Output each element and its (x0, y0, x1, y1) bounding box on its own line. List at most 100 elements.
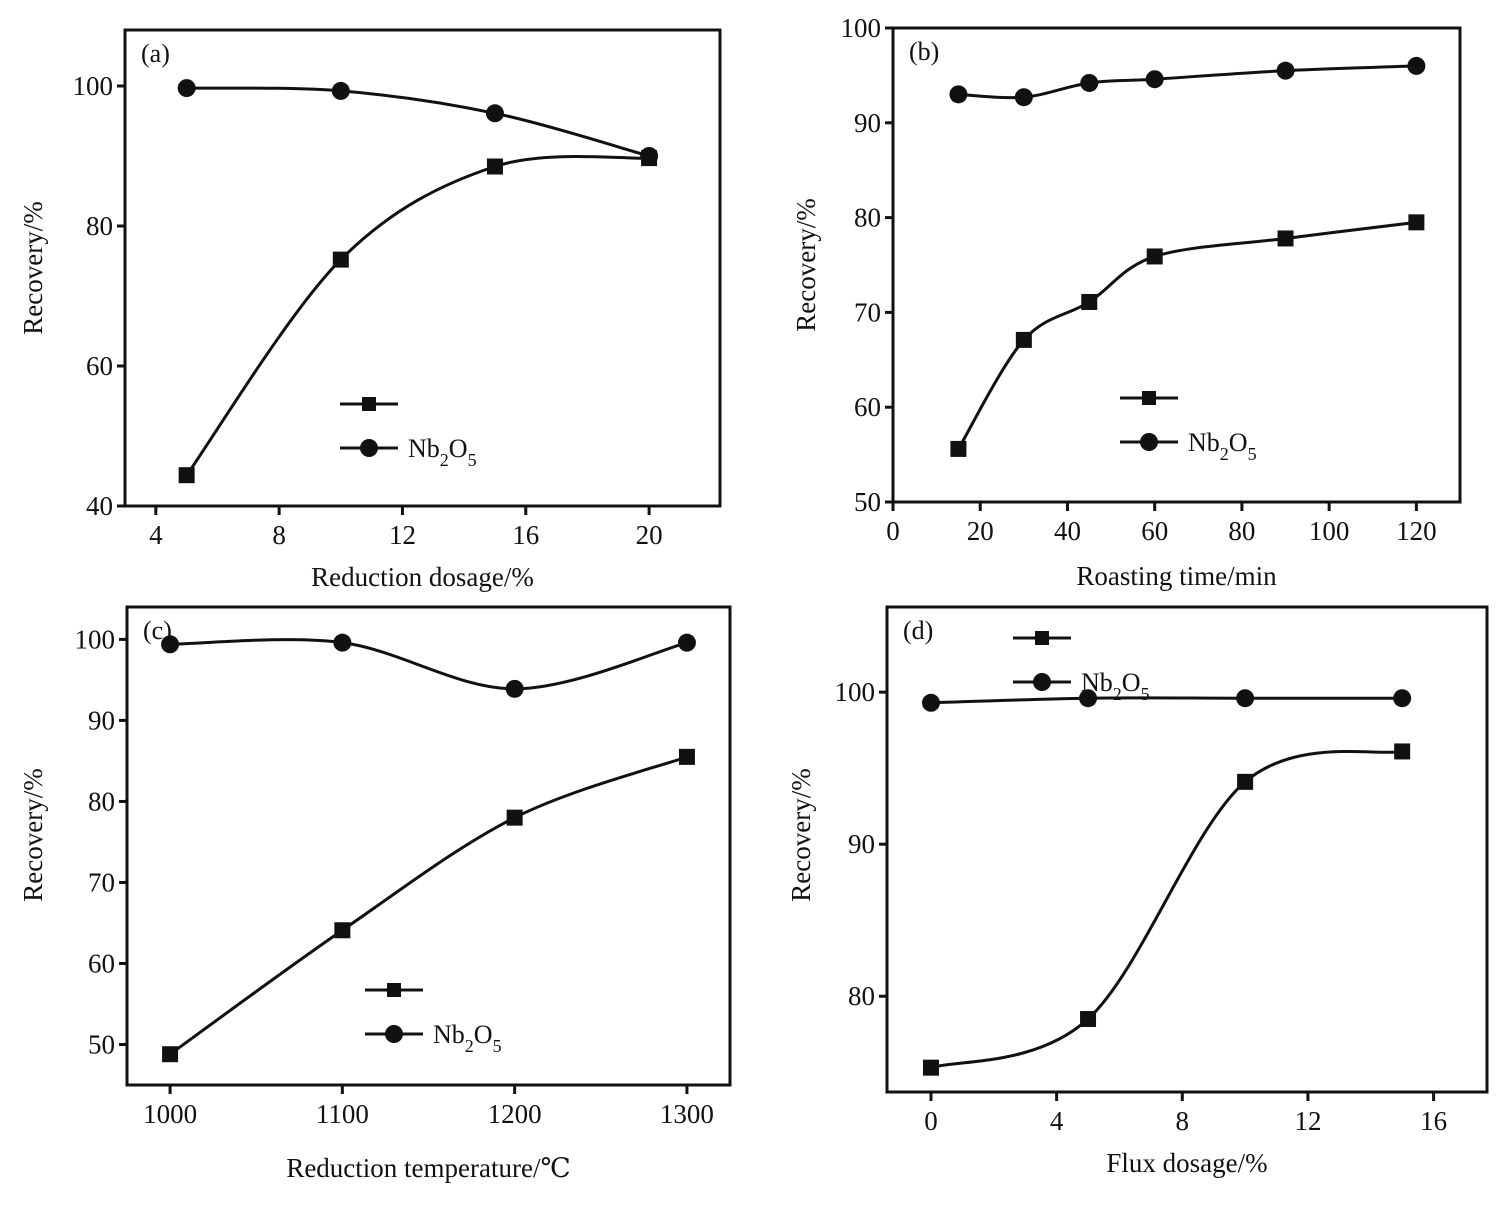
legend-label-part-nb_sub1: 2 (465, 1036, 474, 1056)
data-point-nb2o5 (331, 81, 350, 100)
y-axis-label: Recovery/% (18, 201, 48, 334)
plot-frame (885, 605, 1489, 1094)
data-point-nb2o5 (161, 635, 180, 654)
y-tick-label: 90 (848, 829, 875, 859)
data-point-tfe (1081, 293, 1098, 310)
data-point-nb2o5 (949, 85, 968, 104)
panel-label: (a) (141, 39, 170, 68)
data-point-nb2o5 (1080, 73, 1099, 92)
y-tick-label: 70 (854, 297, 881, 327)
x-tick-label: 12 (1294, 1106, 1321, 1136)
series-line-tfe (957, 220, 1417, 450)
series-line-tfe (930, 749, 1403, 1070)
legend-label-part-nb_sub2: 5 (1141, 684, 1150, 704)
data-point-tfe (1015, 331, 1032, 348)
legend-label-part-nb_mid: O (474, 1020, 493, 1049)
legend-marker-square (1142, 391, 1156, 405)
legend-label-part-nb_sub2: 5 (468, 450, 477, 470)
y-tick-label: 40 (86, 491, 113, 521)
x-tick-label: 1300 (660, 1099, 714, 1129)
data-point-tfe (162, 1046, 179, 1063)
data-point-tfe (1408, 214, 1425, 231)
x-tick-label: 120 (1396, 516, 1437, 546)
y-axis-label: Recovery/% (791, 198, 821, 331)
x-tick-label: 1100 (316, 1099, 369, 1129)
data-point-tfe (1146, 248, 1163, 265)
legend-label-part-nb_sub1: 2 (1113, 684, 1122, 704)
x-tick-label: 1200 (488, 1099, 542, 1129)
y-tick-label: 100 (835, 677, 876, 707)
data-point-nb2o5 (1236, 689, 1255, 708)
x-axis-label: Reduction dosage/% (311, 562, 534, 592)
series-line-tfe (185, 154, 650, 477)
data-point-nb2o5 (1079, 689, 1098, 708)
data-point-nb2o5 (640, 147, 659, 165)
legend-label-part-nb_sub1: 2 (440, 450, 449, 470)
x-tick-label: 60 (1141, 516, 1168, 546)
data-point-tfe (950, 440, 967, 457)
series-line-nb2o5 (930, 696, 1403, 705)
x-tick-label: 8 (272, 520, 286, 550)
series-line-nb2o5 (170, 638, 688, 691)
series-line-tfe (169, 755, 688, 1056)
x-tick-label: 0 (886, 516, 900, 546)
legend-label-part-nb_sub1: 2 (1220, 444, 1229, 464)
data-point-tfe (678, 748, 695, 765)
data-point-tfe (1237, 773, 1254, 790)
x-tick-label: 1000 (143, 1099, 197, 1129)
x-tick-label: 8 (1176, 1106, 1190, 1136)
x-axis-label: Roasting time/min (1076, 561, 1277, 591)
legend-marker-square (1035, 631, 1049, 645)
plot-frame (123, 28, 722, 508)
legend-label-part-nb_mid: O (1122, 668, 1141, 697)
legend-label-part-nb_sub2: 5 (1248, 444, 1257, 464)
legend-marker-square (362, 397, 376, 411)
legend-marker-circle (1140, 433, 1158, 451)
y-tick-label: 80 (86, 211, 113, 241)
data-point-tfe (506, 809, 523, 826)
data-point-nb2o5 (1276, 61, 1295, 80)
legend-label-nb2o5: Nb2O5 (433, 1020, 502, 1056)
panel-c: 50 60 70 80 90 100 1000 1100 1200 1300 Reduction t… (18, 605, 732, 1183)
y-tick-label: 80 (854, 203, 881, 233)
legend-label-part-nb_mid: O (1229, 428, 1248, 457)
data-point-nb2o5 (485, 104, 504, 123)
y-tick-label: 60 (854, 392, 881, 422)
legend-label-part-nb_main: Nb (1188, 428, 1220, 457)
x-tick-label: 16 (1420, 1106, 1447, 1136)
legend-label-part-nb_main: Nb (1081, 668, 1113, 697)
legend-marker-circle (385, 1025, 403, 1043)
legend-marker-square (387, 983, 401, 997)
x-tick-label: 4 (149, 520, 163, 550)
y-tick-label: 100 (73, 71, 114, 101)
data-point-tfe (1394, 743, 1411, 760)
legend-label-part-nb_sub2: 5 (493, 1036, 502, 1056)
data-point-nb2o5 (677, 633, 696, 652)
y-tick-label: 90 (88, 705, 115, 735)
x-tick-label: 80 (1228, 516, 1255, 546)
y-tick-label: 50 (88, 1029, 115, 1059)
data-point-tfe (178, 467, 195, 484)
y-tick-label: 60 (88, 948, 115, 978)
plot-frame (891, 26, 1462, 504)
panel-label: (d) (903, 616, 933, 645)
data-point-nb2o5 (1393, 689, 1412, 708)
x-tick-label: 16 (512, 520, 539, 550)
x-tick-label: 20 (967, 516, 994, 546)
data-point-nb2o5 (921, 693, 940, 712)
x-axis-label: Reduction temperature/℃ (286, 1153, 570, 1183)
data-point-tfe (334, 922, 351, 939)
y-axis-label: Recovery/% (786, 768, 816, 901)
x-axis-label: Flux dosage/% (1106, 1148, 1267, 1178)
data-point-tfe (1080, 1011, 1097, 1028)
panel-label: (b) (909, 37, 939, 66)
legend-label-part-nb_main: Nb (408, 434, 440, 463)
data-point-nb2o5 (1014, 88, 1033, 107)
legend-label-part-nb_mid: O (449, 434, 468, 463)
y-tick-label: 70 (88, 867, 115, 897)
legend-label-part-nb_main: Nb (433, 1020, 465, 1049)
panel-d: 80 90 100 0 4 8 12 16 Flux dosage/% Recovery/% (d)… (786, 605, 1489, 1178)
data-point-nb2o5 (333, 633, 352, 652)
data-point-nb2o5 (177, 79, 196, 98)
